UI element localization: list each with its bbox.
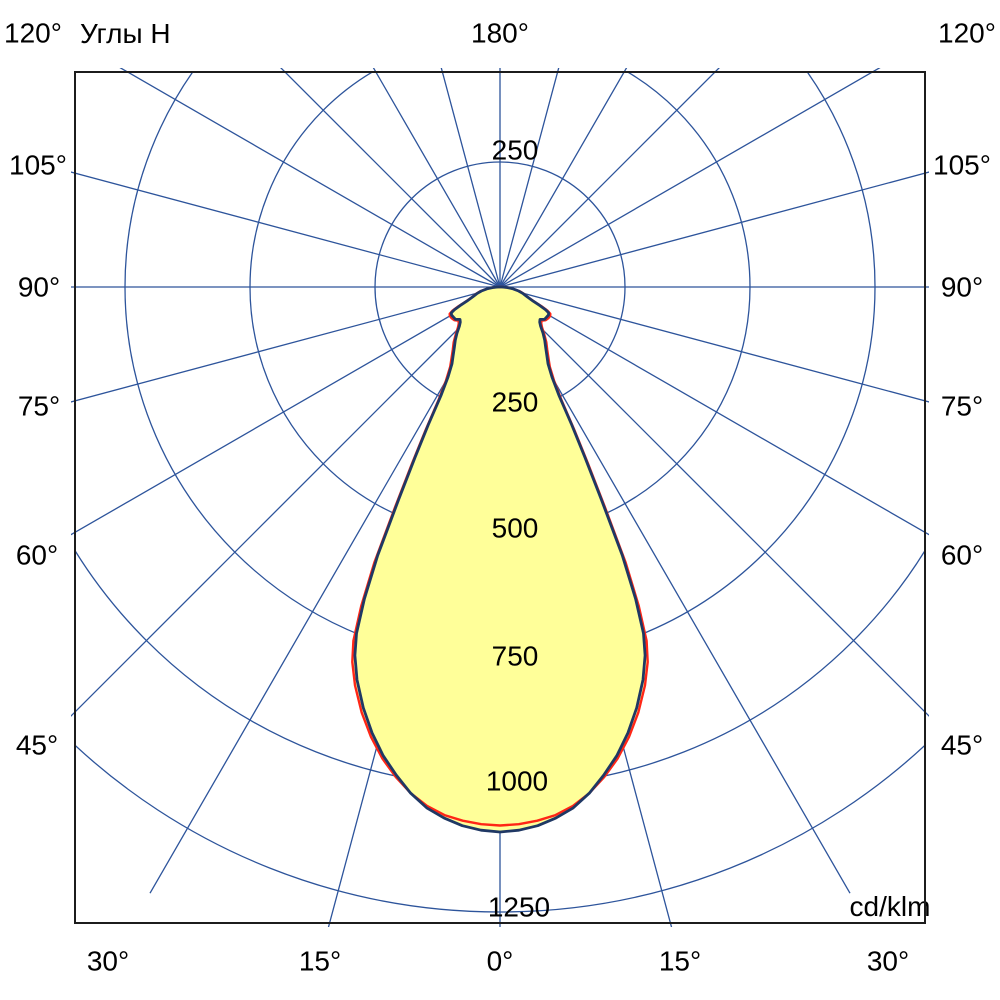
angle-label-right: 45°	[941, 730, 983, 761]
ring-value-label: 250	[492, 387, 539, 418]
angle-label-bottom: 0°	[487, 946, 514, 977]
plot-border	[74, 71, 926, 924]
ring-value-label: 1250	[488, 892, 550, 923]
ring-value-label: 250	[492, 135, 539, 166]
angle-label-right: 90°	[941, 272, 983, 303]
angle-label-left: 105°	[9, 150, 67, 181]
angle-label-left: 60°	[16, 540, 58, 571]
ring-value-label: 500	[492, 513, 539, 544]
beam-fill-navy-plane	[354, 287, 646, 832]
angle-label-left: 45°	[16, 730, 58, 761]
ring-value-label: 1000	[486, 766, 548, 797]
ring-value-label: 750	[492, 641, 539, 672]
angle-label-right: 60°	[941, 540, 983, 571]
angle-label-top: 180°	[471, 18, 529, 49]
angle-label-bottom: 15°	[659, 946, 701, 977]
chart-title: Углы H	[80, 18, 171, 49]
angle-label-top: 120°	[4, 18, 62, 49]
angle-label-top: 120°	[938, 18, 996, 49]
angle-label-left: 90°	[18, 272, 60, 303]
intensity-curve-navy	[353, 285, 647, 834]
angle-label-bottom: 30°	[87, 946, 129, 977]
angle-label-bottom: 15°	[299, 946, 341, 977]
angle-label-right: 75°	[941, 391, 983, 422]
angle-label-right: 105°	[933, 150, 991, 181]
angle-label-bottom: 30°	[867, 946, 909, 977]
angle-label-left: 75°	[18, 391, 60, 422]
unit-label: cd/klm	[849, 891, 931, 922]
